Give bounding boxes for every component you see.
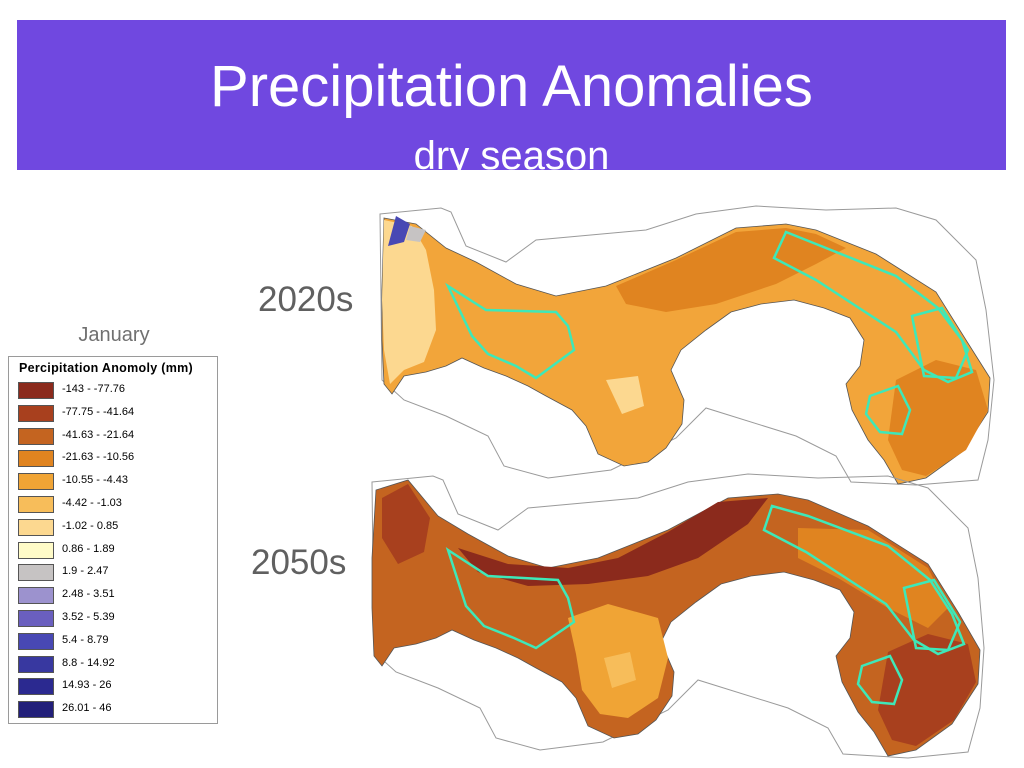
legend-label: 8.8 - 14.92 [62, 656, 115, 669]
legend-label: -77.75 - -41.64 [62, 405, 135, 418]
legend-label: 0.86 - 1.89 [62, 542, 115, 555]
legend-label: -41.63 - -21.64 [62, 428, 135, 441]
month-label: January [78, 324, 150, 346]
legend-label: -143 - -77.76 [62, 383, 125, 395]
north-blue-patch [388, 216, 410, 246]
north-grey-patch [406, 226, 426, 242]
legend-swatch [18, 678, 54, 696]
protected-area-outline [445, 547, 576, 650]
legend-label: -21.63 - -10.56 [62, 451, 135, 464]
protected-area-outline [910, 306, 970, 380]
legend-swatch [18, 382, 54, 399]
slide-subtitle: dry season [413, 134, 610, 178]
protected-area-outline [902, 578, 962, 652]
legend-swatch [18, 450, 54, 468]
east-dark-zone [878, 634, 976, 746]
legend-label: -1.02 - 0.85 [62, 519, 119, 532]
period-label-2050s: 2050s [251, 543, 347, 582]
map-frame [379, 205, 995, 486]
central-dark-zone [616, 228, 846, 312]
protected-area-outline [856, 654, 904, 706]
legend-label: 26.01 - 46 [62, 702, 112, 715]
legend-swatch [18, 473, 54, 491]
legend-swatch [18, 404, 54, 422]
legend-swatch [18, 564, 54, 582]
precipitation-map-2050s [371, 473, 985, 759]
legend-label: 5.4 - 8.79 [62, 633, 109, 646]
southern-pale-zone [606, 376, 644, 414]
legend-swatch [18, 701, 54, 719]
legend-label: 1.9 - 2.47 [62, 565, 109, 578]
protected-area-outline [772, 230, 974, 384]
land-mass [381, 217, 991, 485]
precipitation-map-2020s [379, 205, 995, 486]
legend-swatch [18, 427, 54, 445]
legend-swatch [18, 518, 54, 536]
legend-swatch [18, 496, 54, 513]
legend-swatch [18, 655, 54, 673]
legend-label: -4.42 - -1.03 [62, 497, 122, 509]
slide-title: Precipitation Anomalies [210, 54, 813, 119]
legend-swatch [18, 541, 54, 559]
legend-label: 3.52 - 5.39 [62, 611, 115, 623]
protected-area-outline [444, 282, 576, 380]
legend-label: -10.55 - -4.43 [62, 474, 129, 487]
legend-label: 14.93 - 26 [62, 679, 112, 692]
protected-area-outline [762, 504, 966, 656]
protected-area-outline [864, 384, 912, 436]
legend-swatch [18, 610, 54, 627]
east-darker-zone [888, 360, 988, 476]
legend-label: 2.48 - 3.51 [62, 588, 115, 601]
east-medium-zone [798, 528, 948, 628]
title-banner: Precipitation Anomalies dry season [17, 20, 1006, 178]
legend-title: Percipitation Anomoly (mm) [19, 361, 194, 375]
map-frame [371, 473, 985, 759]
legend-swatch [18, 587, 54, 605]
central-darkest-zone [458, 498, 768, 586]
southern-pale-zone [604, 652, 636, 688]
legend: Percipitation Anomoly (mm) -143 - -77.76… [8, 356, 218, 724]
west-dark-zone [382, 484, 430, 564]
legend-swatch [18, 632, 54, 650]
period-label-2020s: 2020s [258, 280, 354, 319]
west-pale-zone [382, 220, 436, 384]
